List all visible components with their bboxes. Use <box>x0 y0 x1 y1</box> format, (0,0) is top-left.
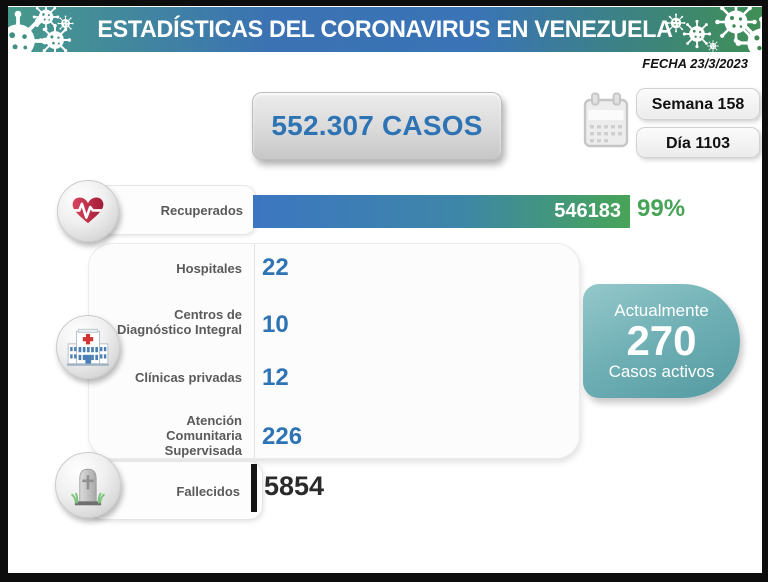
recovered-percent: 99% <box>637 195 686 222</box>
deceased-icon-circle <box>55 452 121 518</box>
recovered-icon-circle <box>57 180 119 242</box>
hospital-icon <box>67 328 109 366</box>
page-title: ESTADÍSTICAS DEL CORONAVIRUS EN VENEZUEL… <box>97 16 673 43</box>
report-date: FECHA 23/3/2023 <box>642 56 748 71</box>
breakdown-value-hospitales: 22 <box>262 254 289 281</box>
breakdown-label-atencion: Atención Comunitaria Supervisada <box>164 413 242 458</box>
active-breakdown-box <box>88 243 580 459</box>
recovered-bar: 546183 <box>253 195 630 228</box>
total-cases-value: 552.307 CASOS <box>271 110 483 141</box>
active-cases-badge: Actualmente 270 Casos activos <box>583 284 740 398</box>
breakdown-value-atencion: 226 <box>262 423 303 450</box>
breakdown-value-cdi: 10 <box>262 311 289 338</box>
week-badge: Semana 158 <box>636 88 760 120</box>
breakdown-label-clinicas: Clínicas privadas <box>135 370 242 385</box>
breakdown-value-clinicas: 12 <box>262 364 289 391</box>
day-badge: Día 1103 <box>636 127 760 158</box>
deceased-bar <box>251 464 257 512</box>
recovered-label: Recuperados <box>160 203 243 218</box>
breakdown-label-hospitales: Hospitales <box>176 261 242 276</box>
hospitals-icon-circle <box>56 315 120 379</box>
active-cases-value: 270 <box>626 317 697 364</box>
header-band: ESTADÍSTICAS DEL CORONAVIRUS EN VENEZUEL… <box>8 7 762 52</box>
tombstone-icon <box>71 468 105 506</box>
breakdown-label-cdi: Centros de Diagnóstico Integral <box>117 307 242 337</box>
deceased-value: 5854 <box>264 471 325 501</box>
recovered-value: 546183 <box>554 200 621 222</box>
calendar-icon <box>583 92 629 148</box>
deceased-label: Fallecidos <box>176 484 240 499</box>
active-cases-subtitle: Casos activos <box>608 362 715 381</box>
total-cases-box: 552.307 CASOS <box>252 92 502 160</box>
heart-ecg-icon <box>72 197 104 224</box>
active-cases-title: Actualmente <box>614 301 709 320</box>
breakdown-divider <box>254 244 255 458</box>
